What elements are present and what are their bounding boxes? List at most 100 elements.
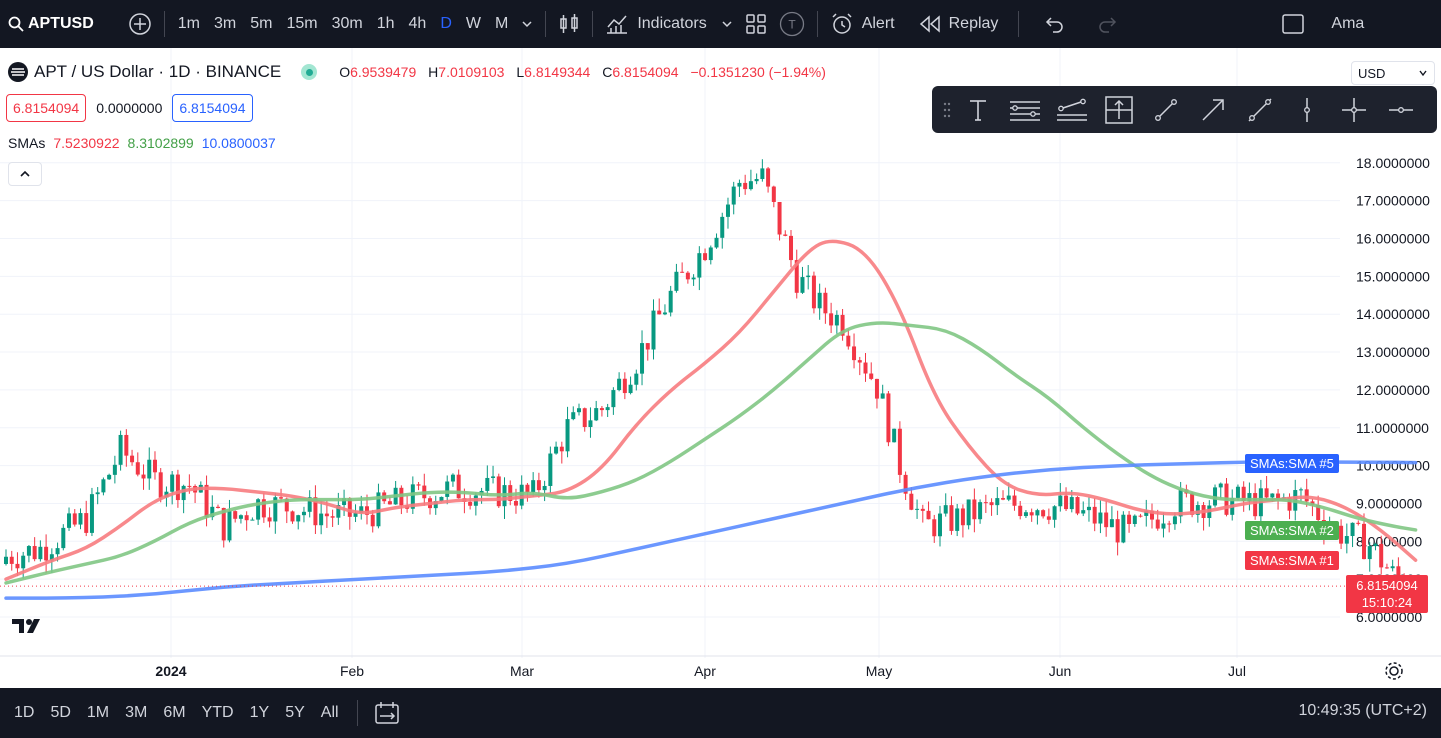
candle-body (1367, 546, 1372, 560)
time-axis-label: 2024 (155, 663, 186, 679)
candle-body (301, 511, 306, 516)
interval-5m-button[interactable]: 5m (250, 15, 273, 32)
candle-body (691, 277, 696, 280)
alert-button[interactable]: Alert (824, 0, 901, 48)
candle-body (1270, 493, 1275, 498)
candle-body (960, 508, 965, 526)
bar-countdown: 15:10:24 (1361, 595, 1413, 610)
range-1d-button[interactable]: 1D (14, 704, 35, 721)
compare-button[interactable] (122, 0, 158, 48)
candle-body (565, 419, 570, 452)
fullscreen-button[interactable] (1275, 0, 1311, 48)
horizontal-lines-icon[interactable] (1001, 86, 1048, 133)
candle-body (1339, 525, 1344, 544)
trend-channel-icon[interactable] (1048, 86, 1095, 133)
candle-body (221, 507, 226, 541)
range-6m-button[interactable]: 6M (163, 704, 186, 721)
ray-tool-icon[interactable] (1236, 86, 1283, 133)
interval-3m-button[interactable]: 3m (214, 15, 237, 32)
redo-button[interactable] (1091, 0, 1125, 48)
price-chart[interactable]: 18.0000000 17.0000000 16.0000000 15.0000000… (0, 48, 1441, 688)
templates-button[interactable] (739, 0, 773, 48)
divider (545, 11, 547, 37)
cross-line-icon[interactable] (1330, 86, 1377, 133)
candle-body (175, 474, 180, 501)
interval-1m-button[interactable]: 1m (177, 15, 201, 32)
text-tool-icon[interactable] (954, 86, 1001, 133)
range-1y-button[interactable]: 1Y (249, 704, 270, 721)
trend-line-icon[interactable] (1142, 86, 1189, 133)
low-label: L (516, 64, 525, 80)
candle-body (9, 556, 14, 564)
interval-d-button[interactable]: D (440, 15, 452, 32)
candle-body (181, 485, 186, 501)
time-axis-label: Feb (340, 663, 364, 679)
divider (163, 11, 165, 37)
candle-body (273, 497, 278, 522)
candle-body (995, 498, 1000, 506)
interval-m-button[interactable]: M (495, 15, 509, 32)
high-label: H (428, 64, 439, 80)
gear-icon[interactable] (1383, 660, 1405, 682)
vertical-line-icon[interactable] (1283, 86, 1330, 133)
date-range-icon[interactable] (374, 701, 400, 725)
candle-body (926, 510, 931, 520)
horizontal-ray-icon[interactable] (1377, 86, 1424, 133)
candle-body (319, 513, 324, 526)
top-toolbar: APTUSD 1m 3m 5m 15m 30m 1h 4h D W M Indicators (0, 0, 1441, 48)
range-1m-button[interactable]: 1M (86, 704, 110, 721)
candle-body (158, 472, 163, 498)
interval-1h-button[interactable]: 1h (376, 15, 395, 32)
indicators-button[interactable]: Indicators (599, 0, 738, 48)
smas-legend[interactable]: SMAs 7.5230922 8.3102899 10.0800037 (8, 135, 276, 151)
range-all-button[interactable]: All (320, 704, 339, 721)
candle-body (863, 362, 868, 374)
collapse-legend-button[interactable] (8, 162, 42, 186)
candle-body (542, 485, 547, 491)
text-note-button[interactable]: T (773, 0, 811, 48)
range-5d-button[interactable]: 5D (50, 704, 71, 721)
drag-handle-icon[interactable] (940, 86, 954, 133)
candle-body (1253, 493, 1258, 517)
sma-line-sma1 (4, 239, 1418, 581)
candle-body (290, 511, 295, 522)
candle-body (227, 511, 232, 541)
candle-body (324, 513, 329, 517)
candle-body (1247, 493, 1252, 502)
candle-body (1150, 510, 1154, 520)
chart-pane[interactable]: 18.0000000 17.0000000 16.0000000 15.0000000… (0, 48, 1441, 688)
currency-select[interactable]: USD (1351, 61, 1435, 85)
tradingview-logo-icon[interactable] (10, 616, 50, 636)
sell-price-button[interactable]: 6.8154094 (6, 94, 87, 122)
long-position-icon[interactable] (1095, 86, 1142, 133)
interval-dropdown[interactable] (515, 0, 539, 48)
interval-w-button[interactable]: W (465, 15, 481, 32)
symbol-title[interactable]: APT / US Dollar · 1D · BINANCE (34, 62, 282, 81)
candle-body (548, 453, 553, 486)
candle-body (943, 505, 948, 514)
candle-body (15, 563, 20, 569)
candle-body (141, 474, 146, 479)
replay-button[interactable]: Replay (913, 0, 1005, 48)
interval-4h-button[interactable]: 4h (408, 15, 427, 32)
chart-type-button[interactable] (552, 0, 586, 48)
range-ytd-button[interactable]: YTD (201, 704, 234, 721)
range-3m-button[interactable]: 3M (125, 704, 148, 721)
candle-body (49, 554, 54, 561)
interval-30m-button[interactable]: 30m (331, 15, 363, 32)
arrow-tool-icon[interactable] (1189, 86, 1236, 133)
candle-body (1379, 543, 1384, 568)
range-5y-button[interactable]: 5Y (285, 704, 305, 721)
symbol-search[interactable]: APTUSD (0, 0, 100, 48)
interval-15m-button[interactable]: 15m (286, 15, 318, 32)
candle-body (628, 384, 633, 394)
buy-price-button[interactable]: 6.8154094 (172, 94, 253, 122)
account-button[interactable]: Ama (1325, 0, 1370, 48)
timezone-clock[interactable]: 10:49:35 (UTC+2) (1298, 702, 1427, 719)
undo-button[interactable] (1037, 0, 1071, 48)
price-axis-label: 14.0000000 (1356, 306, 1430, 322)
candle-body (685, 272, 690, 280)
candle-body (313, 497, 318, 526)
market-status-icon[interactable] (301, 64, 318, 80)
symbol-label: APTUSD (28, 15, 94, 32)
